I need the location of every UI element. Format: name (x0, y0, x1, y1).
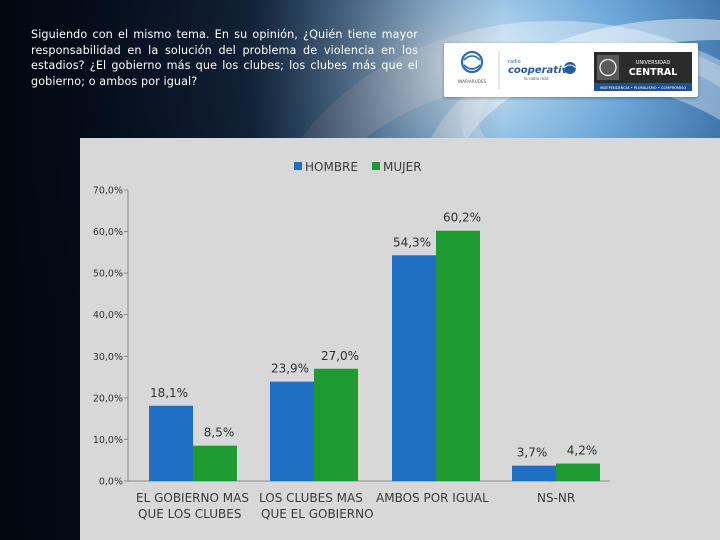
chart-category-labels: EL GOBIERNO MAS QUE LOS CLUBES LOS CLUBES … (136, 491, 575, 521)
university-seal-icon (599, 58, 617, 77)
y-tick-label: 20,0% (93, 393, 123, 404)
legend-swatch-mujer (372, 162, 380, 170)
legend-swatch-hombre (294, 162, 302, 170)
y-tick-label: 70,0% (93, 186, 123, 197)
logos-svg: INAP/ARUDES radio cooperativa la radio m… (458, 50, 692, 91)
legend-label-mujer: MUJER (383, 160, 422, 174)
bar-hombre-2 (392, 255, 436, 481)
y-tick-label: 50,0% (93, 269, 123, 280)
bar-mujer-1 (314, 368, 358, 481)
y-tick-label: 40,0% (93, 310, 123, 321)
inap-logo: INAP/ARUDES (458, 50, 487, 84)
y-tick-label: 10,0% (93, 435, 123, 446)
category-label: EL GOBIERNO MAS (136, 491, 249, 505)
bar-hombre-3 (512, 465, 556, 481)
data-label: 18,1% (150, 386, 188, 400)
universidad-motto: INDEPENDENCIA • PLURALISMO • COMPROMISO (600, 86, 687, 90)
data-label: 4,2% (567, 444, 598, 458)
inap-caption: INAP/ARUDES (458, 79, 487, 84)
radio-globe-icon (564, 62, 576, 74)
bar-hombre-0 (149, 405, 193, 481)
data-label: 60,2% (443, 211, 481, 225)
chart-legend: HOMBRE MUJER (294, 160, 422, 174)
radio-small-label: radio (508, 59, 521, 65)
data-label: 27,0% (321, 349, 359, 363)
category-label: AMBOS POR IGUAL (376, 491, 489, 505)
radio-name: cooperativa (508, 65, 575, 76)
universidad-line1: UNIVERSIDAD (636, 60, 671, 66)
chart-bars (149, 230, 600, 481)
category-label: QUE LOS CLUBES (138, 507, 241, 521)
bar-mujer-3 (556, 463, 600, 481)
question-text: Siguiendo con el mismo tema. En su opini… (31, 28, 418, 88)
radio-tagline: la radio más (524, 76, 549, 81)
legend-label-hombre: HOMBRE (305, 160, 358, 174)
cooperativa-logo: radio cooperativa la radio más (508, 59, 577, 81)
y-tick-label: 0,0% (99, 477, 123, 488)
data-label: 8,5% (204, 426, 235, 440)
bar-mujer-2 (436, 230, 480, 481)
bar-hombre-1 (270, 381, 314, 481)
category-label: LOS CLUBES MAS (259, 491, 363, 505)
data-label: 54,3% (393, 235, 431, 249)
y-tick-label: 60,0% (93, 227, 123, 238)
universidad-line2: CENTRAL (629, 67, 678, 78)
logo-panel: INAP/ARUDES radio cooperativa la radio m… (444, 43, 698, 97)
bar-mujer-0 (193, 445, 237, 481)
chart-data-labels: 18,1% 23,9% 54,3% 3,7% 8,5% 27,0% 60,2% 4,2% (150, 211, 597, 460)
category-label: QUE EL GOBIERNO (261, 507, 374, 521)
y-tick-label: 30,0% (93, 352, 123, 363)
universidad-central-logo: UNIVERSIDAD CENTRAL INDEPENDENCIA • PLUR… (594, 52, 692, 91)
data-label: 23,9% (271, 362, 309, 376)
data-label: 3,7% (517, 446, 548, 460)
category-label: NS-NR (537, 491, 575, 505)
